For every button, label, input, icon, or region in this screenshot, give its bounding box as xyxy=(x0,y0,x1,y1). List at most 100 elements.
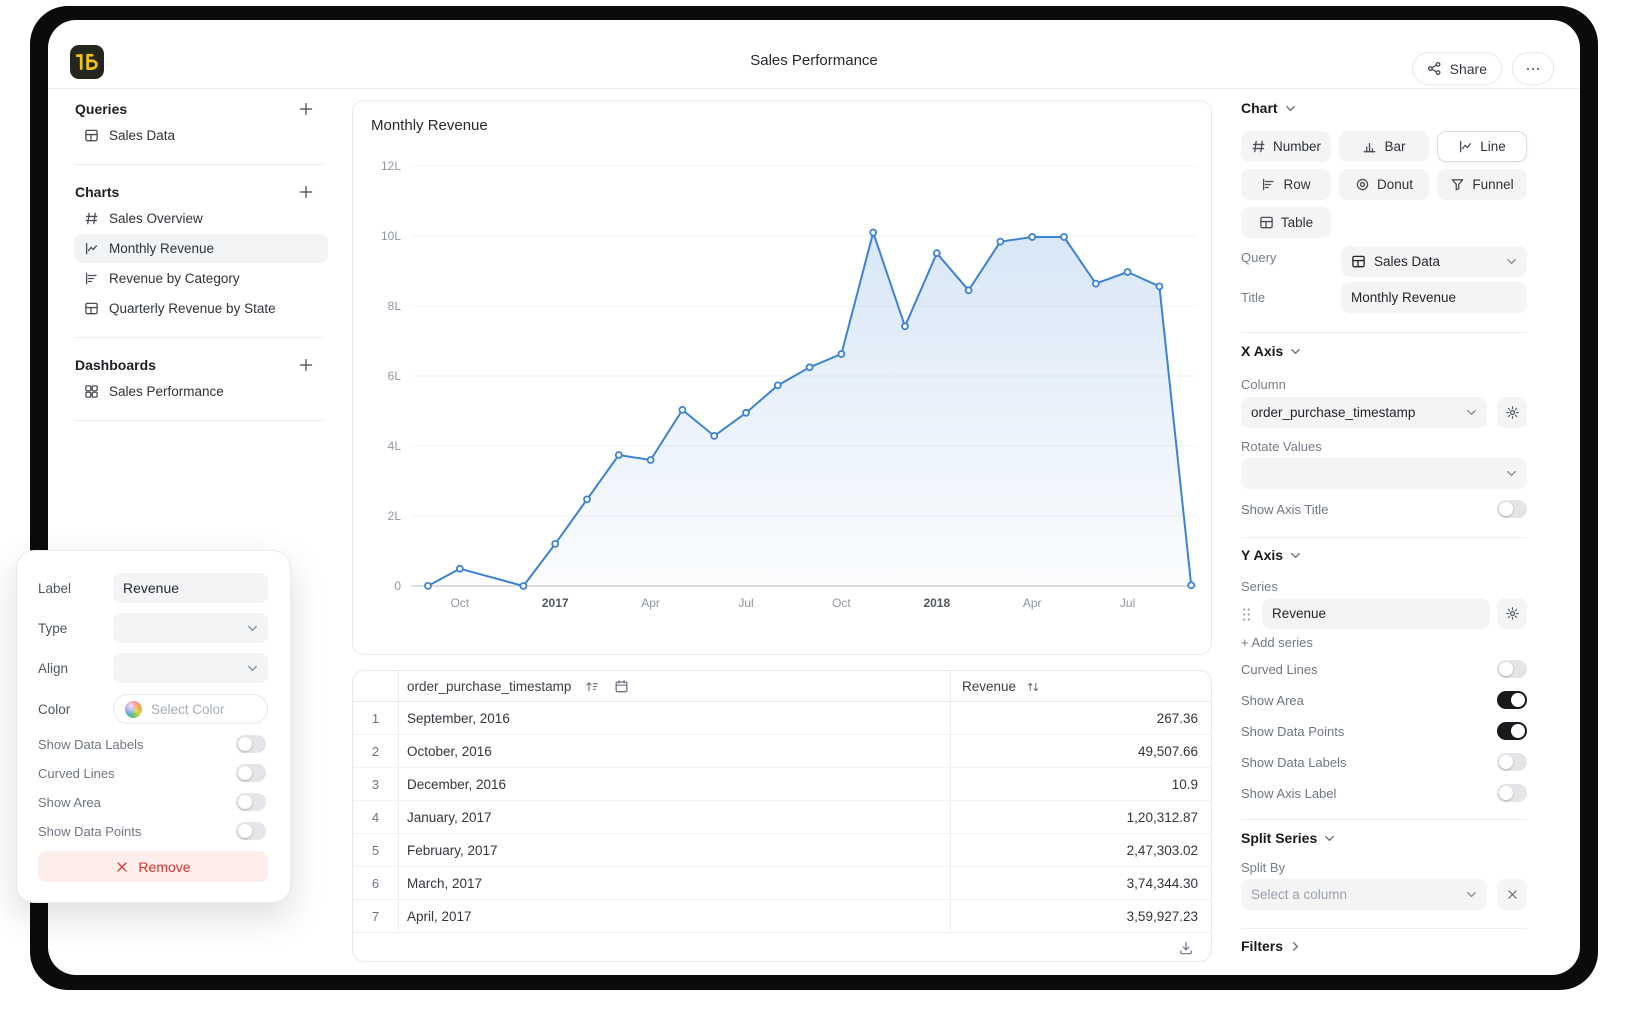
gear-icon xyxy=(1505,405,1520,420)
chart-type-number[interactable]: Number xyxy=(1241,131,1331,162)
query-value: Sales Data xyxy=(1374,254,1441,269)
add-series-button[interactable]: + Add series xyxy=(1241,635,1313,650)
curved-lines-toggle[interactable] xyxy=(236,764,266,782)
type-select[interactable] xyxy=(113,613,268,643)
calendar-icon[interactable] xyxy=(614,679,629,694)
chart-type-donut[interactable]: Donut xyxy=(1339,169,1429,200)
show-data-points-toggle[interactable] xyxy=(1497,722,1527,740)
show-axis-title-toggle[interactable] xyxy=(1497,500,1527,518)
column-label: Column xyxy=(1241,377,1286,392)
remove-series-button[interactable]: Remove xyxy=(38,851,268,882)
section-y-axis[interactable]: Y Axis xyxy=(1241,547,1301,563)
rotate-values-select[interactable] xyxy=(1241,458,1527,489)
row-chart-icon xyxy=(84,271,99,286)
chart-type-table[interactable]: Table xyxy=(1241,207,1331,238)
section-charts: Charts xyxy=(64,181,328,203)
split-by-select[interactable]: Select a column xyxy=(1241,879,1487,910)
sort-ascending-icon[interactable] xyxy=(585,679,600,694)
chart-type-row[interactable]: Row xyxy=(1241,169,1331,200)
drag-handle[interactable] xyxy=(1242,607,1251,622)
add-queries-button[interactable] xyxy=(296,99,316,119)
query-select[interactable]: Sales Data xyxy=(1341,246,1527,277)
chevron-down-icon xyxy=(1290,550,1301,561)
line-chart[interactable]: 12L 10L 8L 6L 4L 2L 0 Oct 2017 Apr Jul Oct 2018 Apr Ju… xyxy=(353,101,1211,654)
table-row[interactable]: 1 September, 2016 267.36 xyxy=(353,702,1211,735)
series-name-input[interactable] xyxy=(1272,606,1480,621)
color-picker-button[interactable]: Select Color xyxy=(113,694,268,724)
hash-icon xyxy=(1251,139,1266,154)
table-row[interactable]: 4 January, 2017 1,20,312.87 xyxy=(353,801,1211,834)
x-column-value: order_purchase_timestamp xyxy=(1251,405,1416,420)
app-window: Sales Performance Share Queries Sales Da… xyxy=(48,20,1580,975)
section-split-series[interactable]: Split Series xyxy=(1241,830,1335,846)
svg-text:2018: 2018 xyxy=(923,596,950,610)
table-row[interactable]: 2 October, 2016 49,507.66 xyxy=(353,735,1211,768)
section-filters[interactable]: Filters xyxy=(1241,938,1301,954)
sidebar-divider xyxy=(75,420,324,421)
show-data-labels-toggle[interactable] xyxy=(236,735,266,753)
sidebar-item-revenue-by-category[interactable]: Revenue by Category xyxy=(74,264,328,293)
sidebar-item-sales-data[interactable]: Sales Data xyxy=(74,121,328,150)
show-data-points-toggle[interactable] xyxy=(236,822,266,840)
chart-type-funnel[interactable]: Funnel xyxy=(1437,169,1527,200)
sort-icon[interactable] xyxy=(1026,680,1040,694)
sidebar-item-monthly-revenue[interactable]: Monthly Revenue xyxy=(74,234,328,263)
svg-text:Apr: Apr xyxy=(641,596,660,610)
row-chart-icon xyxy=(1261,177,1276,192)
series-label: Series xyxy=(1241,579,1278,594)
ellipsis-icon xyxy=(1525,61,1541,77)
add-charts-button[interactable] xyxy=(296,182,316,202)
hash-icon xyxy=(84,211,99,226)
app-logo[interactable] xyxy=(70,45,104,79)
table-row[interactable]: 5 February, 2017 2,47,303.02 xyxy=(353,834,1211,867)
table-icon xyxy=(1351,254,1366,269)
color-label: Color xyxy=(38,702,71,717)
show-data-points-row: Show Data Points xyxy=(1241,722,1527,740)
more-options-button[interactable] xyxy=(1512,52,1554,85)
align-select[interactable] xyxy=(113,653,268,683)
show-area-row: Show Area xyxy=(1241,691,1527,709)
x-column-settings-button[interactable] xyxy=(1497,397,1527,428)
chart-card: 12L 10L 8L 6L 4L 2L 0 Oct 2017 Apr Jul Oct 2018 Apr Ju… xyxy=(352,100,1212,655)
section-chart[interactable]: Chart xyxy=(1241,100,1296,116)
svg-text:Oct: Oct xyxy=(832,596,851,610)
split-by-placeholder: Select a column xyxy=(1251,887,1348,902)
table-row[interactable]: 3 December, 2016 10.9 xyxy=(353,768,1211,801)
curved-lines-toggle[interactable] xyxy=(1497,660,1527,678)
section-x-axis[interactable]: X Axis xyxy=(1241,343,1301,359)
sidebar-item-quarterly-revenue-by-state[interactable]: Quarterly Revenue by State xyxy=(74,294,328,323)
share-button[interactable]: Share xyxy=(1411,52,1502,85)
timestamp-column-header: order_purchase_timestamp xyxy=(407,679,572,694)
chart-type-line[interactable]: Line xyxy=(1437,131,1527,162)
svg-text:8L: 8L xyxy=(388,299,402,313)
chart-type-bar[interactable]: Bar xyxy=(1339,131,1429,162)
title-input[interactable] xyxy=(1351,290,1517,305)
x-column-select[interactable]: order_purchase_timestamp xyxy=(1241,397,1487,428)
show-area-toggle[interactable] xyxy=(1497,691,1527,709)
table-icon xyxy=(1259,215,1274,230)
show-data-labels-row: Show Data Labels xyxy=(38,735,266,753)
download-icon[interactable] xyxy=(1175,937,1197,959)
table-row[interactable]: 7 April, 2017 3,59,927.23 xyxy=(353,900,1211,933)
sidebar-item-sales-overview[interactable]: Sales Overview xyxy=(74,204,328,233)
svg-text:10L: 10L xyxy=(381,229,401,243)
series-settings-button[interactable] xyxy=(1497,598,1527,629)
section-queries: Queries xyxy=(64,98,328,120)
page-title: Sales Performance xyxy=(750,51,878,69)
series-label-input[interactable] xyxy=(123,580,258,596)
show-area-toggle[interactable] xyxy=(236,793,266,811)
query-label: Query xyxy=(1241,250,1277,265)
chevron-down-icon xyxy=(1466,889,1477,900)
clear-split-button[interactable] xyxy=(1497,879,1527,910)
show-data-labels-toggle[interactable] xyxy=(1497,753,1527,771)
close-icon xyxy=(1506,888,1519,901)
show-axis-label-toggle[interactable] xyxy=(1497,784,1527,802)
chevron-down-icon xyxy=(1324,833,1335,844)
remove-icon xyxy=(115,860,129,874)
svg-text:2L: 2L xyxy=(388,509,402,523)
show-axis-label-row: Show Axis Label xyxy=(1241,784,1527,802)
sidebar-item-sales-performance[interactable]: Sales Performance xyxy=(74,377,328,406)
table-row[interactable]: 6 March, 2017 3,74,344.30 xyxy=(353,867,1211,900)
add-dashboards-button[interactable] xyxy=(296,355,316,375)
chevron-right-icon xyxy=(1290,941,1301,952)
